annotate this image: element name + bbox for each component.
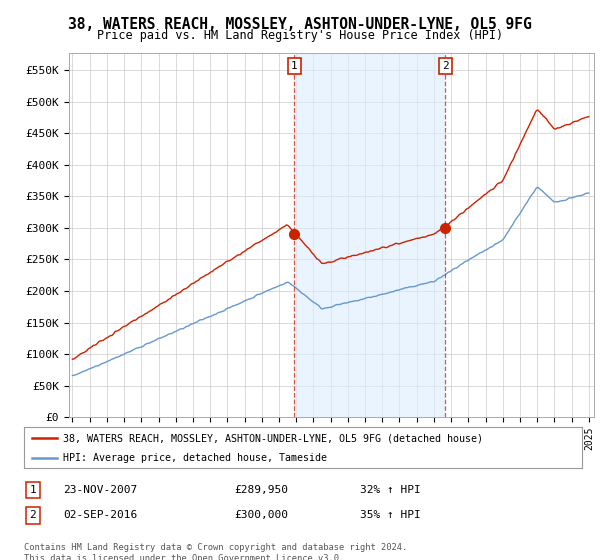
Text: £300,000: £300,000 — [234, 510, 288, 520]
Text: HPI: Average price, detached house, Tameside: HPI: Average price, detached house, Tame… — [63, 452, 327, 463]
Text: 1: 1 — [29, 485, 37, 495]
Text: £289,950: £289,950 — [234, 485, 288, 495]
Text: 2: 2 — [29, 510, 37, 520]
Text: 32% ↑ HPI: 32% ↑ HPI — [360, 485, 421, 495]
Bar — [295, 53, 445, 417]
Text: 35% ↑ HPI: 35% ↑ HPI — [360, 510, 421, 520]
Text: 1: 1 — [291, 61, 298, 71]
Text: 38, WATERS REACH, MOSSLEY, ASHTON-UNDER-LYNE, OL5 9FG: 38, WATERS REACH, MOSSLEY, ASHTON-UNDER-… — [68, 17, 532, 32]
Text: 02-SEP-2016: 02-SEP-2016 — [63, 510, 137, 520]
Text: Contains HM Land Registry data © Crown copyright and database right 2024.
This d: Contains HM Land Registry data © Crown c… — [24, 543, 407, 560]
Text: Price paid vs. HM Land Registry's House Price Index (HPI): Price paid vs. HM Land Registry's House … — [97, 29, 503, 42]
Text: 2: 2 — [442, 61, 449, 71]
Text: 38, WATERS REACH, MOSSLEY, ASHTON-UNDER-LYNE, OL5 9FG (detached house): 38, WATERS REACH, MOSSLEY, ASHTON-UNDER-… — [63, 433, 483, 443]
Text: 23-NOV-2007: 23-NOV-2007 — [63, 485, 137, 495]
